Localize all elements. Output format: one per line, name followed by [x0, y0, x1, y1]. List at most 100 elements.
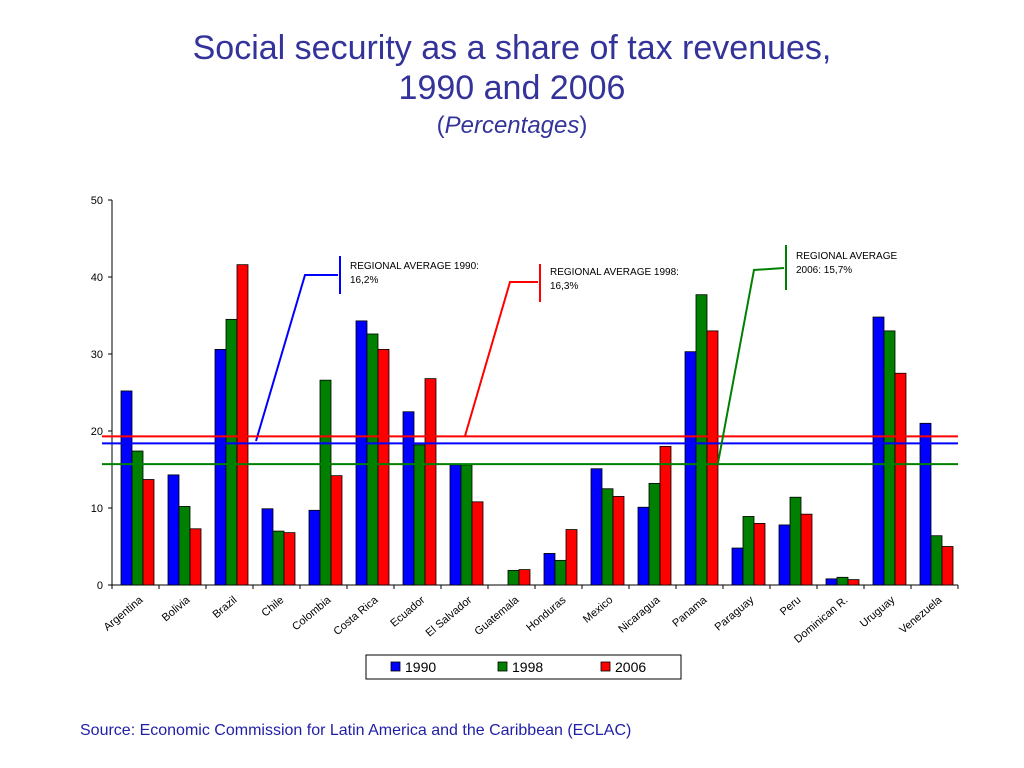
x-tick-label: Ecuador	[388, 594, 427, 630]
reference-label-line2: 2006: 15,7%	[796, 265, 852, 276]
bar-2006-guatemala	[518, 569, 531, 586]
bar-1998-bolivia	[178, 506, 191, 586]
legend-swatch-1998	[497, 661, 508, 672]
bar-1998-guatemala	[507, 569, 520, 586]
bar-1998-uruguay	[883, 330, 896, 586]
bar-2006-nicaragua	[659, 445, 672, 586]
bar-2006-colombia	[330, 475, 343, 586]
bar-1990-argentina	[120, 390, 133, 586]
x-tick-label: Costa Rica	[332, 594, 382, 638]
x-tick-label: Honduras	[524, 594, 569, 634]
bar-1998-brazil	[225, 318, 238, 586]
legend-label-2006: 2006	[615, 659, 646, 675]
source-note: Source: Economic Commission for Latin Am…	[80, 722, 632, 739]
bar-1990-honduras	[543, 553, 556, 586]
subtitle-open: (	[436, 112, 445, 139]
bar-2006-paraguay	[753, 523, 766, 586]
reference-callout-1	[464, 281, 538, 437]
bar-1998-ecuador	[413, 444, 426, 586]
bar-1990-venezuela	[919, 422, 932, 586]
bar-1990-mexico	[590, 468, 603, 586]
bar-1990-el-salvador	[449, 464, 462, 586]
bar-2006-dominican-r-	[847, 579, 860, 586]
x-tick-label: Colombia	[290, 594, 334, 634]
bar-1990-brazil	[214, 348, 227, 586]
bar-1998-chile	[272, 530, 285, 586]
x-tick-label: Paraguay	[713, 594, 757, 634]
bar-2006-uruguay	[894, 372, 907, 586]
y-tick-label: 0	[97, 580, 103, 592]
bar-2006-panama	[706, 330, 719, 586]
reference-label-line2: 16,2%	[350, 275, 378, 286]
legend-box	[365, 654, 682, 680]
bar-2006-argentina	[142, 479, 155, 586]
bar-2006-costa-rica	[377, 348, 390, 586]
bar-2006-bolivia	[189, 528, 202, 586]
bar-1990-nicaragua	[637, 506, 650, 586]
x-tick-label: Argentina	[102, 594, 146, 634]
subtitle-close: )	[579, 112, 588, 139]
bar-2006-brazil	[236, 264, 249, 586]
bar-1990-costa-rica	[355, 320, 368, 586]
y-tick-label: 10	[91, 503, 103, 515]
bar-1990-chile	[261, 508, 274, 586]
bar-2006-venezuela	[941, 546, 954, 586]
y-tick-label: 30	[91, 349, 103, 361]
y-tick-label: 50	[91, 195, 103, 207]
reference-callout-2	[717, 267, 785, 464]
bar-1998-honduras	[554, 559, 567, 586]
x-tick-label: Venezuela	[897, 594, 945, 637]
reference-callout-0	[255, 274, 338, 442]
chart-title-line2: 1990 and 2006	[398, 69, 626, 107]
x-tick-label: Uruguay	[858, 594, 898, 630]
bar-1998-argentina	[131, 450, 144, 586]
bar-1998-paraguay	[742, 516, 755, 586]
x-tick-label: El Salvador	[424, 594, 475, 640]
reference-label-line2: 16,3%	[550, 281, 578, 292]
bar-1990-bolivia	[167, 474, 180, 586]
bar-2006-honduras	[565, 529, 578, 586]
y-tick-label: 40	[91, 272, 103, 284]
chart-title-line1: Social security as a share of tax revenu…	[192, 29, 832, 67]
subtitle-italic: Percentages	[444, 112, 580, 139]
bar-1998-colombia	[319, 379, 332, 586]
legend-label-1990: 1990	[405, 659, 436, 675]
bar-2006-el-salvador	[471, 501, 484, 586]
bar-1998-peru	[789, 496, 802, 586]
bar-2006-mexico	[612, 496, 625, 586]
bar-1990-colombia	[308, 509, 321, 586]
legend-swatch-2006	[600, 661, 611, 672]
bar-1990-dominican-r-	[825, 578, 838, 586]
x-tick-label: Brazil	[211, 594, 240, 621]
x-tick-label: Peru	[778, 594, 804, 618]
reference-label-line1: REGIONAL AVERAGE 1998:	[550, 267, 679, 278]
reference-label-line1: REGIONAL AVERAGE 1990:	[350, 261, 479, 272]
legend-swatch-1990	[390, 661, 401, 672]
x-tick-label: Panama	[670, 594, 710, 630]
x-tick-label: Nicaragua	[616, 594, 663, 636]
bar-1990-peru	[778, 524, 791, 586]
bar-1990-paraguay	[731, 547, 744, 586]
bar-2006-ecuador	[424, 378, 437, 586]
bar-1998-costa-rica	[366, 333, 379, 586]
x-tick-label: Guatemala	[472, 594, 522, 638]
chart-subtitle: (Percentages)	[0, 110, 1024, 142]
legend-label-1998: 1998	[512, 659, 543, 675]
bar-1990-panama	[684, 351, 697, 586]
reference-label-line1: REGIONAL AVERAGE	[796, 251, 897, 262]
bar-1998-venezuela	[930, 535, 943, 586]
x-tick-label: Mexico	[581, 594, 615, 626]
chart-title-block: Social security as a share of tax revenu…	[0, 28, 1024, 142]
bar-1990-ecuador	[402, 411, 415, 586]
x-tick-label: Chile	[260, 594, 287, 619]
bar-1998-dominican-r-	[836, 576, 849, 586]
bar-1990-uruguay	[872, 316, 885, 586]
bar-1998-el-salvador	[460, 464, 473, 586]
bar-1998-mexico	[601, 488, 614, 586]
bar-2006-peru	[800, 513, 813, 586]
y-tick-label: 20	[91, 426, 103, 438]
bar-1998-nicaragua	[648, 482, 661, 586]
bar-2006-chile	[283, 532, 296, 586]
x-tick-label: Bolivia	[160, 594, 193, 625]
